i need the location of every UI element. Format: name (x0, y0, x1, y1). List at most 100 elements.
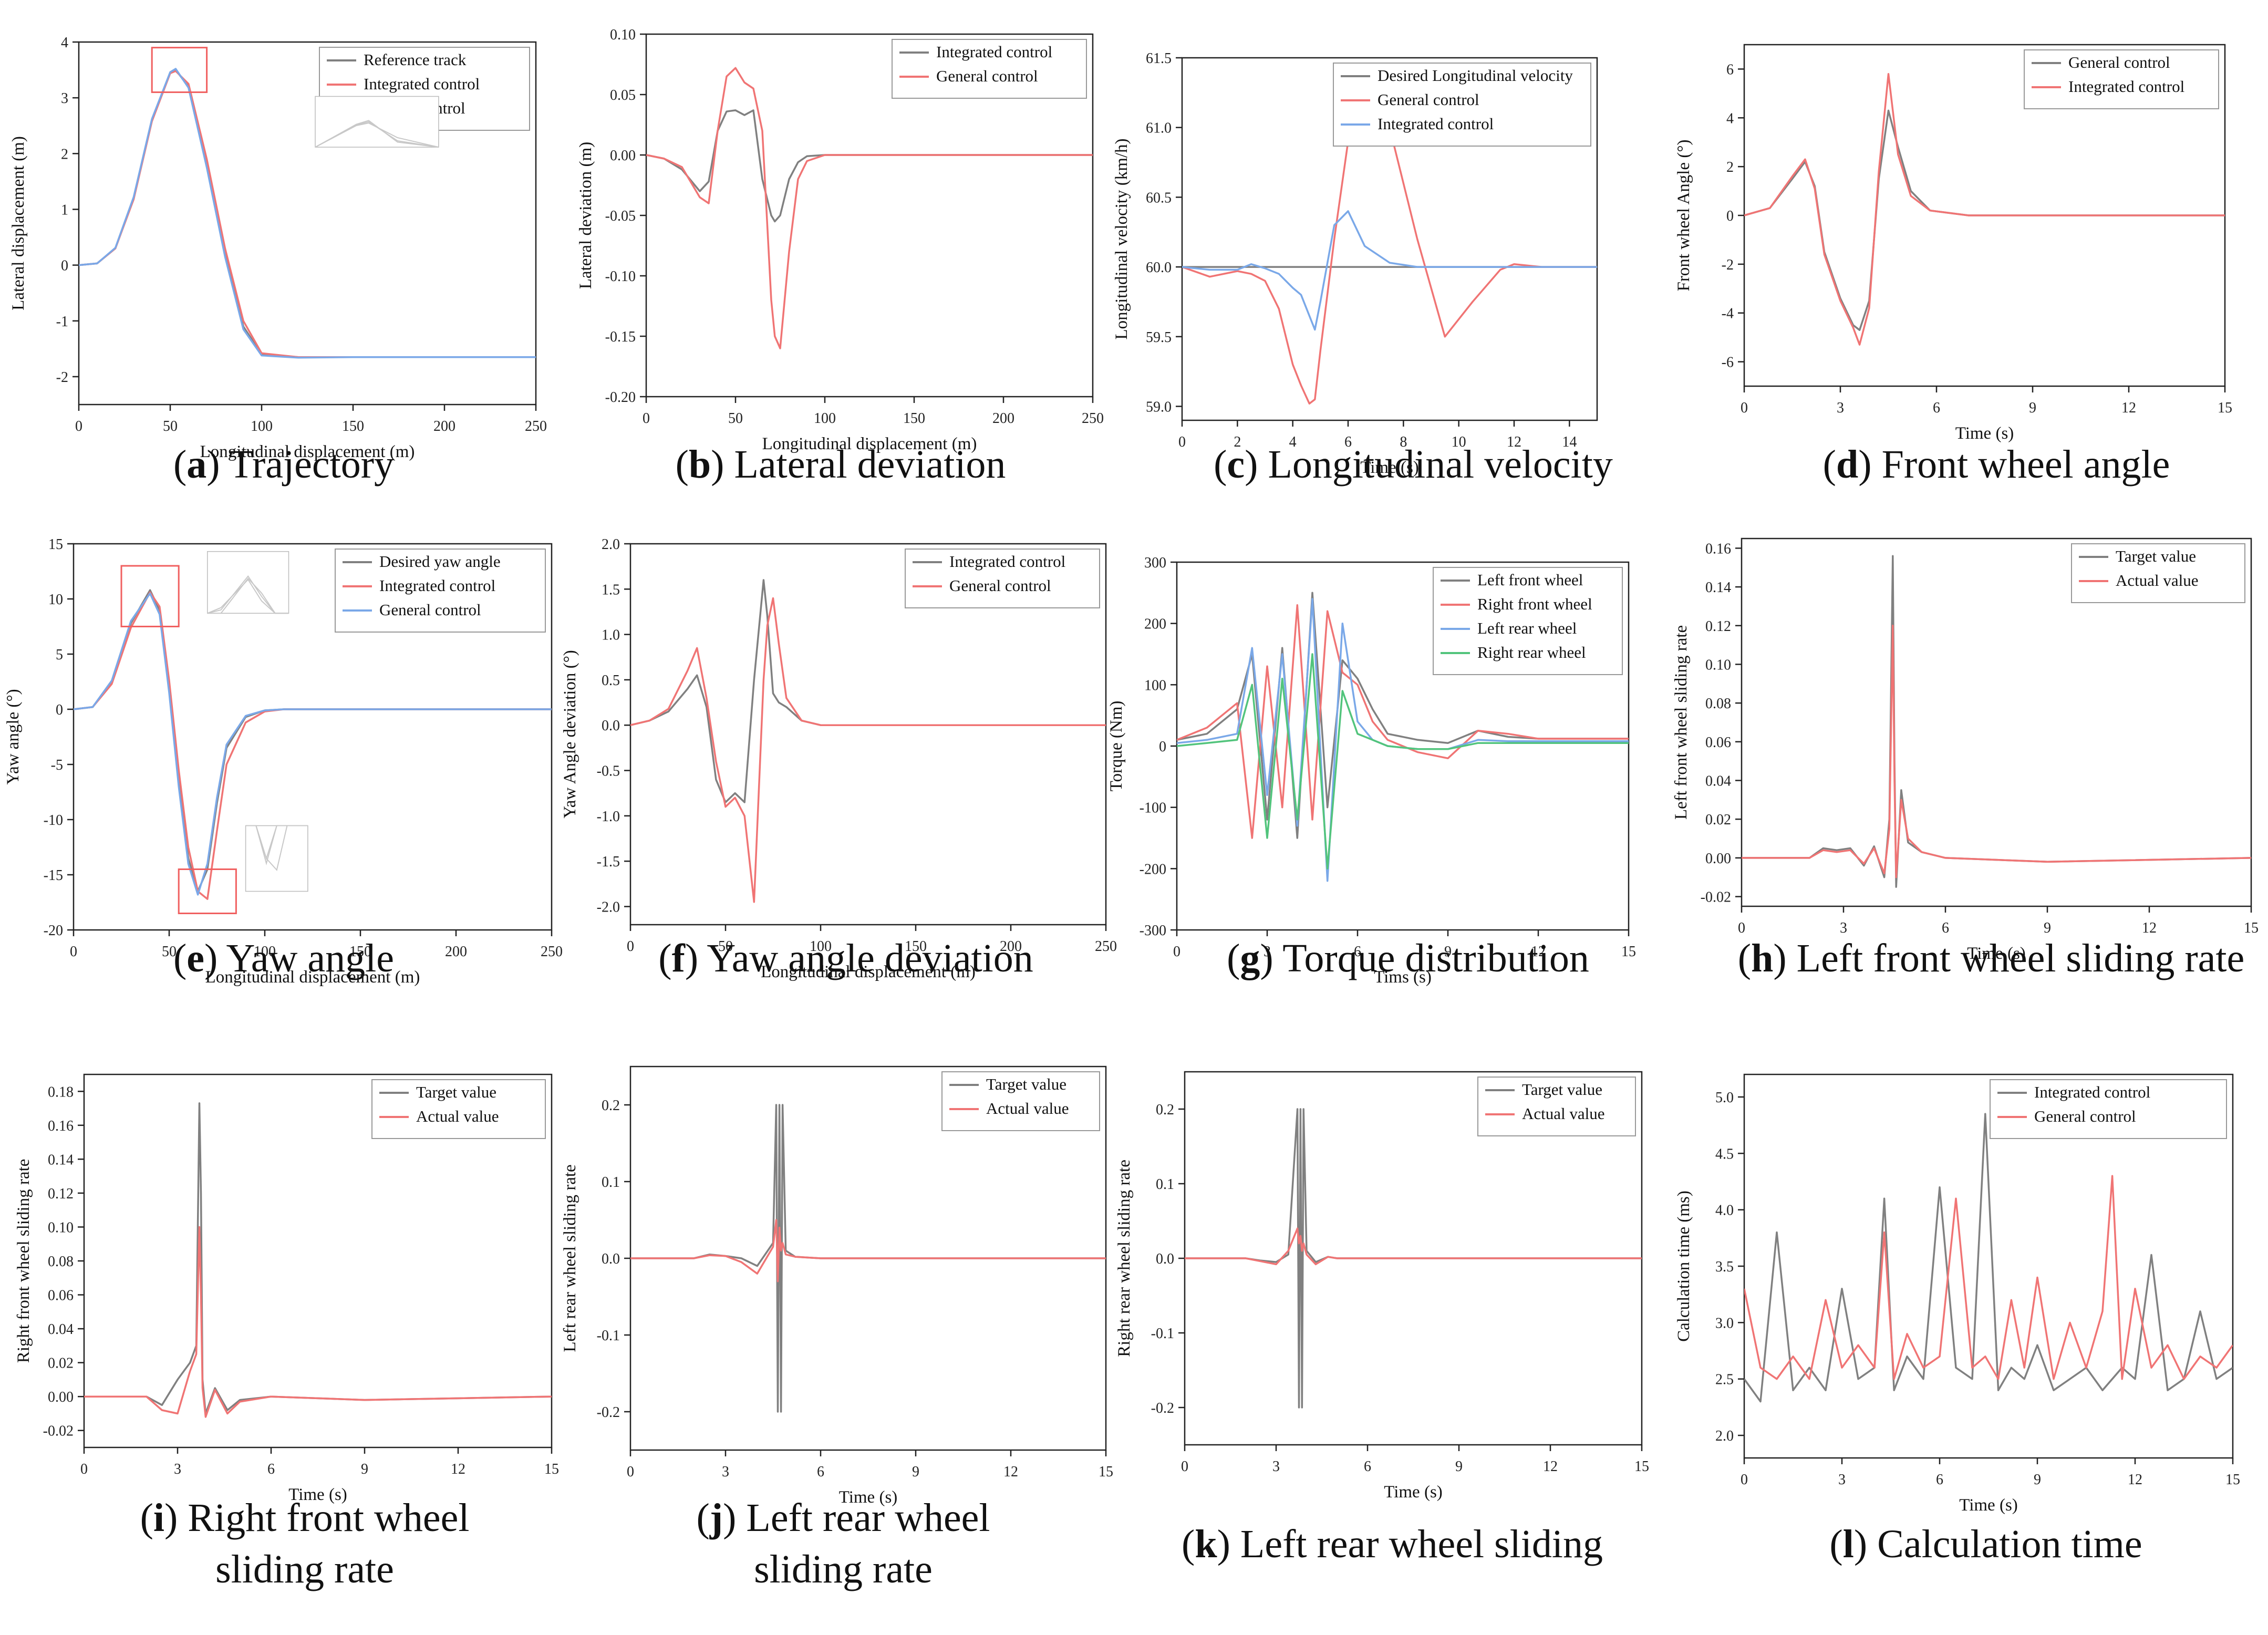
caption-letter: l (1842, 1522, 1854, 1566)
y-tick-label: 0.2 (1156, 1102, 1174, 1118)
y-tick-label: 0.00 (48, 1389, 74, 1405)
legend-label: Integrated control (949, 552, 1065, 571)
legend-label: Integrated control (2034, 1083, 2150, 1101)
caption-letter: d (1836, 442, 1859, 487)
series-line (84, 1226, 552, 1418)
x-tick-label: 14 (1562, 434, 1577, 450)
y-tick-label: 60.0 (1146, 260, 1172, 276)
y-axis-label: Torque (Nm) (1107, 701, 1126, 792)
x-axis-label: Longitudinal displacement (m) (205, 968, 420, 987)
y-tick-label: 4.5 (1715, 1146, 1734, 1162)
chart-6: 0 50 100 150 200 250 -2.0 -1.5 -1.0 -0.5 0.0 0.5 1.0… (561, 536, 1117, 981)
legend-label: Left front wheel (1477, 571, 1583, 589)
y-axis-label: Right front wheel sliding rate (14, 1159, 33, 1363)
y-tick-label: 4 (1726, 110, 1734, 127)
legend-label: Desired yaw angle (379, 552, 501, 571)
chart-8: 0 3 6 9 12 15 -0.02 0.00 0.02 0.04 0.06 0.08 0.10 0.1… (1672, 537, 2259, 963)
x-tick-label: 12 (2121, 400, 2136, 416)
inset-frame (207, 551, 289, 614)
caption-text: ) Right front wheel (164, 1496, 470, 1540)
inset-line (207, 578, 289, 614)
x-tick-label: 0 (1738, 920, 1745, 936)
chart-5: 0 50 100 150 200 250 -20 -15 -10 -5 0 5 10 15 Longitud… (4, 536, 563, 987)
subfigure-caption: (k) Left rear wheel sliding (1182, 1522, 1603, 1566)
y-tick-label: 5.0 (1715, 1090, 1734, 1106)
y-tick-label: -0.1 (1151, 1326, 1174, 1342)
y-axis-label: Yaw Angle deviation (°) (561, 650, 579, 819)
y-tick-label: -300 (1140, 923, 1166, 939)
x-tick-label: 12 (1531, 944, 1546, 960)
x-tick-label: 6 (1344, 434, 1352, 450)
x-tick-label: 6 (1364, 1458, 1371, 1475)
y-tick-label: 0 (61, 258, 68, 274)
x-tick-label: 50 (718, 938, 733, 955)
series-line (630, 597, 1106, 903)
x-tick-label: 0 (1741, 1472, 1748, 1488)
y-axis-label: Longitudinal velocity (km/h) (1112, 138, 1131, 339)
y-tick-label: 200 (1144, 616, 1166, 633)
legend-label: Integrated control (2068, 77, 2184, 96)
series-line (646, 109, 1093, 223)
legend-label: Left rear wheel (1477, 619, 1577, 637)
caption-text: ) Torque distribution (1260, 936, 1589, 980)
legend-label: Desired Longitudinal velocity (1378, 66, 1573, 85)
series-line (1744, 1175, 2233, 1380)
y-tick-label: -0.5 (597, 763, 620, 780)
y-tick-label: 15 (48, 536, 63, 553)
y-axis-label: Lateral displacement (m) (9, 136, 28, 311)
legend-label: General control (2068, 53, 2170, 71)
series-line (646, 67, 1093, 349)
chart-10: 0 3 6 9 12 15 -0.2 -0.1 0.0 0.1 0.2 Time (s) Left re… (561, 1065, 1113, 1507)
y-tick-label: -0.2 (597, 1404, 620, 1421)
subfigure-caption: (e) Yaw angle (173, 936, 394, 980)
caption-text-line2: sliding rate (215, 1547, 394, 1591)
y-tick-label: -0.05 (605, 208, 636, 224)
inset-line (315, 120, 439, 148)
caption-text: ) Longitudinal velocity (1245, 442, 1613, 487)
x-tick-label: 9 (912, 1464, 919, 1480)
x-tick-label: 100 (810, 938, 832, 955)
y-tick-label: -6 (1722, 355, 1734, 371)
x-tick-label: 200 (433, 418, 455, 434)
caption-text: ) Calculation time (1853, 1522, 2142, 1566)
y-tick-label: 0.00 (1705, 851, 1731, 867)
y-tick-label: -2 (1722, 257, 1734, 273)
x-tick-label: 6 (267, 1461, 275, 1477)
x-tick-label: 200 (1000, 938, 1022, 955)
zoom-box (151, 47, 208, 94)
series-line (74, 589, 552, 893)
x-tick-label: 50 (163, 418, 178, 434)
y-tick-label: -4 (1722, 306, 1734, 322)
y-tick-label: -0.02 (43, 1423, 74, 1440)
chart-4: 0 3 6 9 12 15 -6 -4 -2 0 2 4 6 Time (s) Front wheel An… (1674, 44, 2232, 443)
y-tick-label: 0.14 (48, 1152, 74, 1168)
y-tick-label: -100 (1140, 800, 1166, 816)
y-tick-label: 2.5 (1715, 1372, 1734, 1388)
legend-box (1477, 1077, 1636, 1136)
y-axis-label: Yaw angle (°) (4, 689, 23, 784)
y-tick-label: -20 (44, 923, 63, 939)
plot-frame (73, 543, 553, 931)
y-tick-label: 0 (1159, 739, 1166, 755)
x-tick-label: 3 (722, 1464, 729, 1480)
x-tick-label: 12 (2142, 920, 2157, 936)
y-tick-label: 61.0 (1146, 120, 1172, 137)
y-tick-label: 2 (1726, 159, 1734, 175)
series-line (1185, 1227, 1642, 1266)
caption-text: ) Yaw angle (204, 936, 394, 980)
caption-text: ) Front wheel angle (1858, 442, 2170, 487)
x-tick-label: 12 (1543, 1458, 1558, 1475)
series-line (1742, 625, 2251, 878)
legend-box (1433, 567, 1623, 675)
chart-11: 0 3 6 9 12 15 -0.2 -0.1 0.0 0.1 0.2 Time (s) Right r… (1115, 1071, 1649, 1502)
y-tick-label: 0.04 (1705, 773, 1731, 790)
x-tick-label: 0 (1178, 434, 1186, 450)
y-tick-label: 0.0 (1156, 1251, 1174, 1267)
y-tick-label: -1.5 (597, 854, 620, 870)
x-tick-label: 6 (817, 1464, 824, 1480)
legend-box (371, 1079, 546, 1139)
y-tick-label: 0.02 (1705, 812, 1731, 828)
series-line (84, 1102, 552, 1415)
x-tick-label: 12 (2128, 1472, 2142, 1488)
